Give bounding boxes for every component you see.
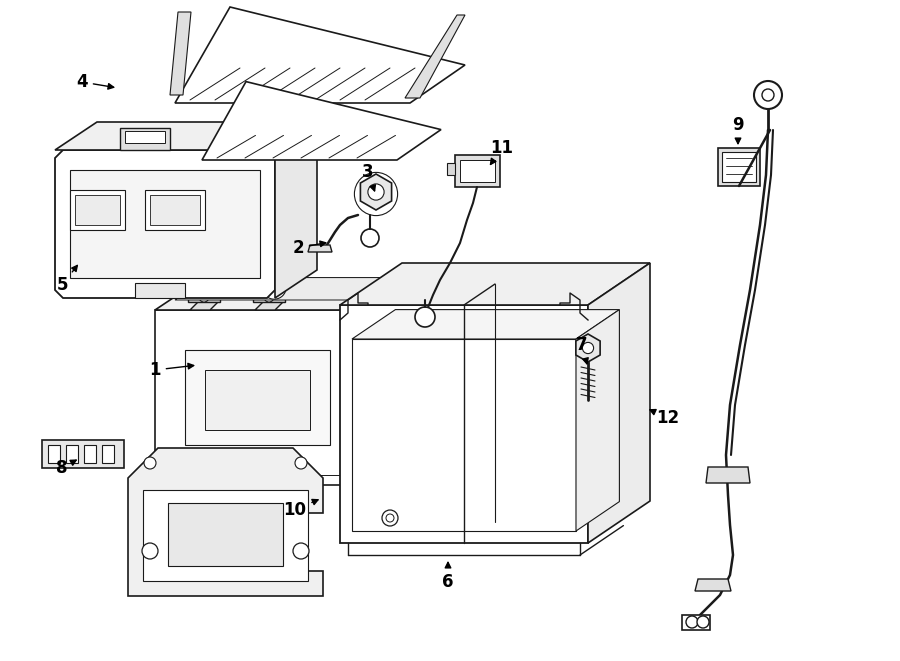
Polygon shape	[150, 195, 200, 225]
Polygon shape	[340, 305, 588, 543]
Polygon shape	[352, 339, 576, 531]
Circle shape	[762, 89, 774, 101]
Polygon shape	[143, 490, 308, 581]
Circle shape	[142, 543, 158, 559]
Circle shape	[582, 342, 594, 354]
Polygon shape	[460, 160, 495, 182]
Polygon shape	[455, 155, 500, 187]
Polygon shape	[120, 128, 170, 150]
Polygon shape	[170, 12, 191, 95]
Circle shape	[262, 275, 286, 299]
Polygon shape	[190, 302, 218, 310]
Circle shape	[697, 616, 709, 628]
Text: 4: 4	[76, 73, 113, 91]
Polygon shape	[682, 615, 710, 630]
Polygon shape	[70, 170, 260, 278]
Text: 12: 12	[650, 409, 680, 427]
Circle shape	[386, 514, 394, 522]
Polygon shape	[102, 445, 114, 463]
Text: 9: 9	[733, 116, 743, 143]
Text: 7: 7	[576, 336, 589, 364]
Polygon shape	[175, 7, 465, 103]
Polygon shape	[128, 448, 323, 596]
Circle shape	[361, 229, 379, 247]
Polygon shape	[55, 150, 275, 298]
Circle shape	[754, 81, 782, 109]
Polygon shape	[576, 309, 619, 531]
Circle shape	[199, 292, 209, 302]
Polygon shape	[447, 163, 455, 175]
Text: 5: 5	[56, 266, 77, 294]
Polygon shape	[706, 467, 750, 483]
Polygon shape	[695, 579, 731, 591]
Circle shape	[264, 292, 274, 302]
Polygon shape	[145, 190, 205, 230]
Polygon shape	[125, 131, 165, 143]
Polygon shape	[576, 334, 600, 362]
Polygon shape	[340, 263, 650, 305]
Text: 8: 8	[56, 459, 76, 477]
Polygon shape	[718, 148, 760, 186]
Polygon shape	[188, 292, 220, 302]
Polygon shape	[175, 278, 383, 300]
Polygon shape	[155, 310, 360, 485]
Polygon shape	[155, 278, 408, 310]
Text: 6: 6	[442, 563, 454, 591]
Polygon shape	[308, 245, 332, 252]
Circle shape	[295, 457, 307, 469]
Circle shape	[368, 184, 384, 200]
Polygon shape	[185, 350, 330, 445]
Circle shape	[382, 510, 398, 526]
Circle shape	[415, 307, 435, 327]
Polygon shape	[275, 122, 317, 298]
Polygon shape	[202, 81, 441, 160]
Polygon shape	[75, 195, 120, 225]
Polygon shape	[360, 278, 408, 485]
Polygon shape	[135, 283, 185, 298]
Polygon shape	[84, 445, 96, 463]
Polygon shape	[588, 263, 650, 543]
Polygon shape	[42, 440, 124, 468]
Polygon shape	[205, 370, 310, 430]
Polygon shape	[352, 309, 619, 339]
Polygon shape	[405, 15, 465, 98]
Polygon shape	[55, 122, 317, 150]
Text: 11: 11	[491, 139, 514, 165]
Text: 3: 3	[362, 163, 375, 191]
Text: 10: 10	[284, 500, 318, 519]
Polygon shape	[255, 302, 283, 310]
Text: 2: 2	[292, 239, 326, 257]
Polygon shape	[360, 174, 392, 210]
Text: 1: 1	[149, 361, 194, 379]
Polygon shape	[253, 292, 285, 302]
Polygon shape	[722, 152, 756, 182]
Polygon shape	[48, 445, 60, 463]
Circle shape	[686, 616, 698, 628]
Polygon shape	[168, 503, 283, 566]
Circle shape	[144, 457, 156, 469]
Polygon shape	[70, 190, 125, 230]
Circle shape	[293, 543, 309, 559]
Polygon shape	[66, 445, 78, 463]
